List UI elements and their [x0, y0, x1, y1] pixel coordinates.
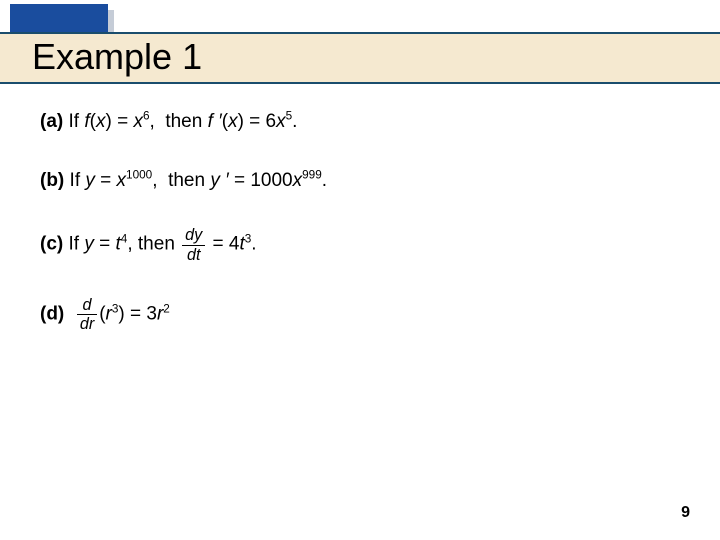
exp: 2: [163, 302, 170, 315]
d-symbol: d: [80, 315, 89, 333]
var: x: [96, 111, 106, 132]
fn-name: f: [84, 111, 89, 132]
item-label: (d): [40, 303, 64, 324]
item-label: (a): [40, 111, 63, 132]
exp: 3: [112, 302, 119, 315]
exp: 3: [245, 233, 252, 246]
var: x: [228, 111, 238, 132]
var: x: [293, 170, 303, 191]
d-symbol: d: [83, 296, 92, 314]
item-label: (b): [40, 170, 64, 191]
var: y: [194, 226, 202, 244]
d-symbol: d: [185, 226, 194, 244]
fn-name: y: [84, 234, 94, 255]
item-label: (c): [40, 234, 63, 255]
example-line-a: (a) If f(x) = x6, then f ′(x) = 6x5.: [40, 110, 680, 135]
var: x: [117, 170, 127, 191]
coef: 6: [266, 111, 277, 132]
exp: 1000: [126, 168, 152, 181]
exp: 4: [121, 233, 128, 246]
var: r: [89, 315, 94, 333]
slide-title: Example 1: [32, 36, 202, 78]
fn-prime: f ′: [208, 111, 222, 132]
example-line-d: (d) d dr (r3) = 3r2: [40, 297, 680, 332]
var: x: [276, 111, 286, 132]
derivative-fraction: dy dt: [182, 227, 205, 262]
fn-prime: y ′: [210, 170, 228, 191]
page-number: 9: [681, 504, 690, 522]
coef: 4: [229, 234, 240, 255]
exp: 999: [302, 168, 322, 181]
content-area: (a) If f(x) = x6, then f ′(x) = 6x5. (b)…: [40, 110, 680, 366]
exp: 6: [143, 110, 150, 123]
derivative-operator: d dr: [77, 297, 97, 332]
fn-name: y: [85, 170, 95, 191]
example-line-c: (c) If y = t4, then dy dt = 4t3.: [40, 227, 680, 262]
var: x: [133, 111, 143, 132]
d-symbol: d: [187, 246, 196, 264]
exp: 5: [286, 110, 293, 123]
example-line-b: (b) If y = x1000, then y ′ = 1000x999.: [40, 169, 680, 194]
coef: 1000: [250, 170, 292, 191]
coef: 3: [146, 303, 157, 324]
var: t: [196, 246, 201, 264]
